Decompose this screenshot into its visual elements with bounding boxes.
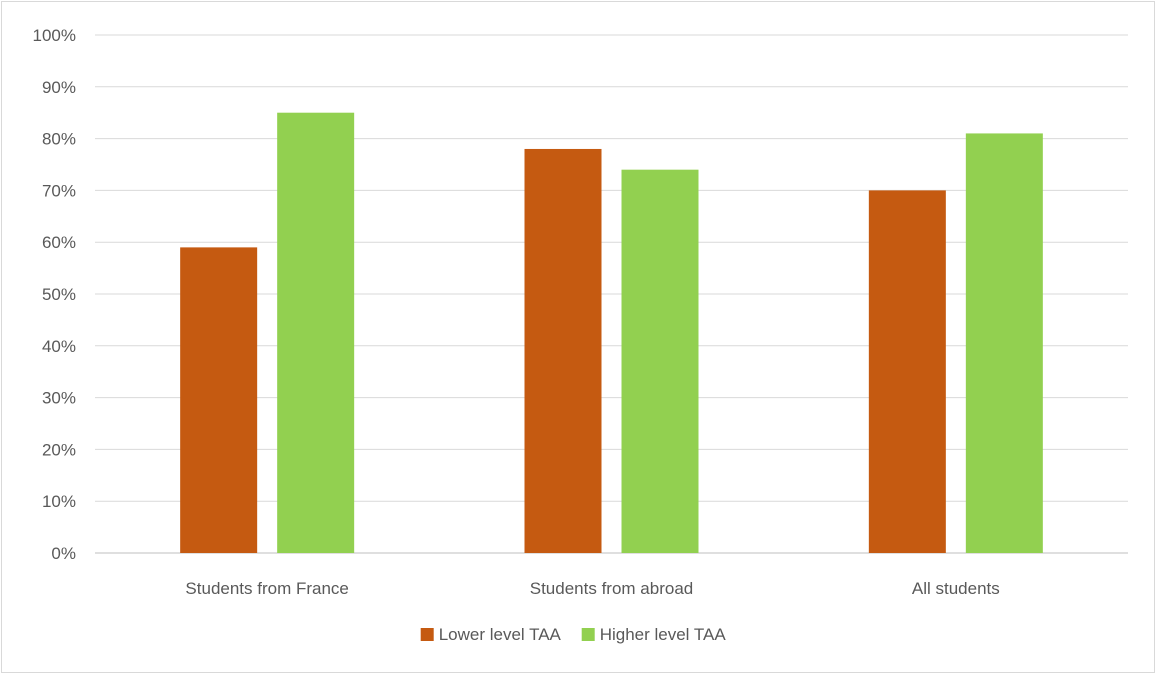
bar <box>524 148 602 553</box>
y-tick-label: 80% <box>42 130 76 149</box>
y-tick-label: 70% <box>42 181 76 200</box>
x-axis-category-labels: Students from France Students from abroad… <box>185 579 999 598</box>
category-label: Students from abroad <box>530 579 693 598</box>
legend: Lower level TAA Higher level TAA <box>420 625 727 644</box>
gridlines <box>95 34 1128 554</box>
legend-label: Lower level TAA <box>439 625 562 644</box>
legend-swatch <box>420 628 434 641</box>
category-label: Students from France <box>185 579 348 598</box>
bar <box>965 133 1043 554</box>
y-tick-label: 40% <box>42 337 76 356</box>
y-tick-label: 30% <box>42 389 76 408</box>
y-tick-label: 100% <box>33 26 76 45</box>
y-tick-label: 50% <box>42 285 76 304</box>
bar <box>180 247 258 553</box>
legend-label: Higher level TAA <box>600 625 727 644</box>
y-tick-label: 10% <box>42 492 76 511</box>
bars <box>180 112 1043 554</box>
bar <box>868 190 946 553</box>
y-tick-label: 20% <box>42 440 76 459</box>
category-label: All students <box>912 579 1000 598</box>
legend-swatch <box>581 628 595 641</box>
bar <box>277 112 355 553</box>
y-tick-label: 60% <box>42 233 76 252</box>
y-axis-tick-labels: 0% 10% 20% 30% 40% 50% 60% 70% 80% 90% 100% <box>33 26 76 563</box>
y-tick-label: 0% <box>51 544 76 563</box>
bar <box>621 169 699 553</box>
y-tick-label: 90% <box>42 78 76 97</box>
